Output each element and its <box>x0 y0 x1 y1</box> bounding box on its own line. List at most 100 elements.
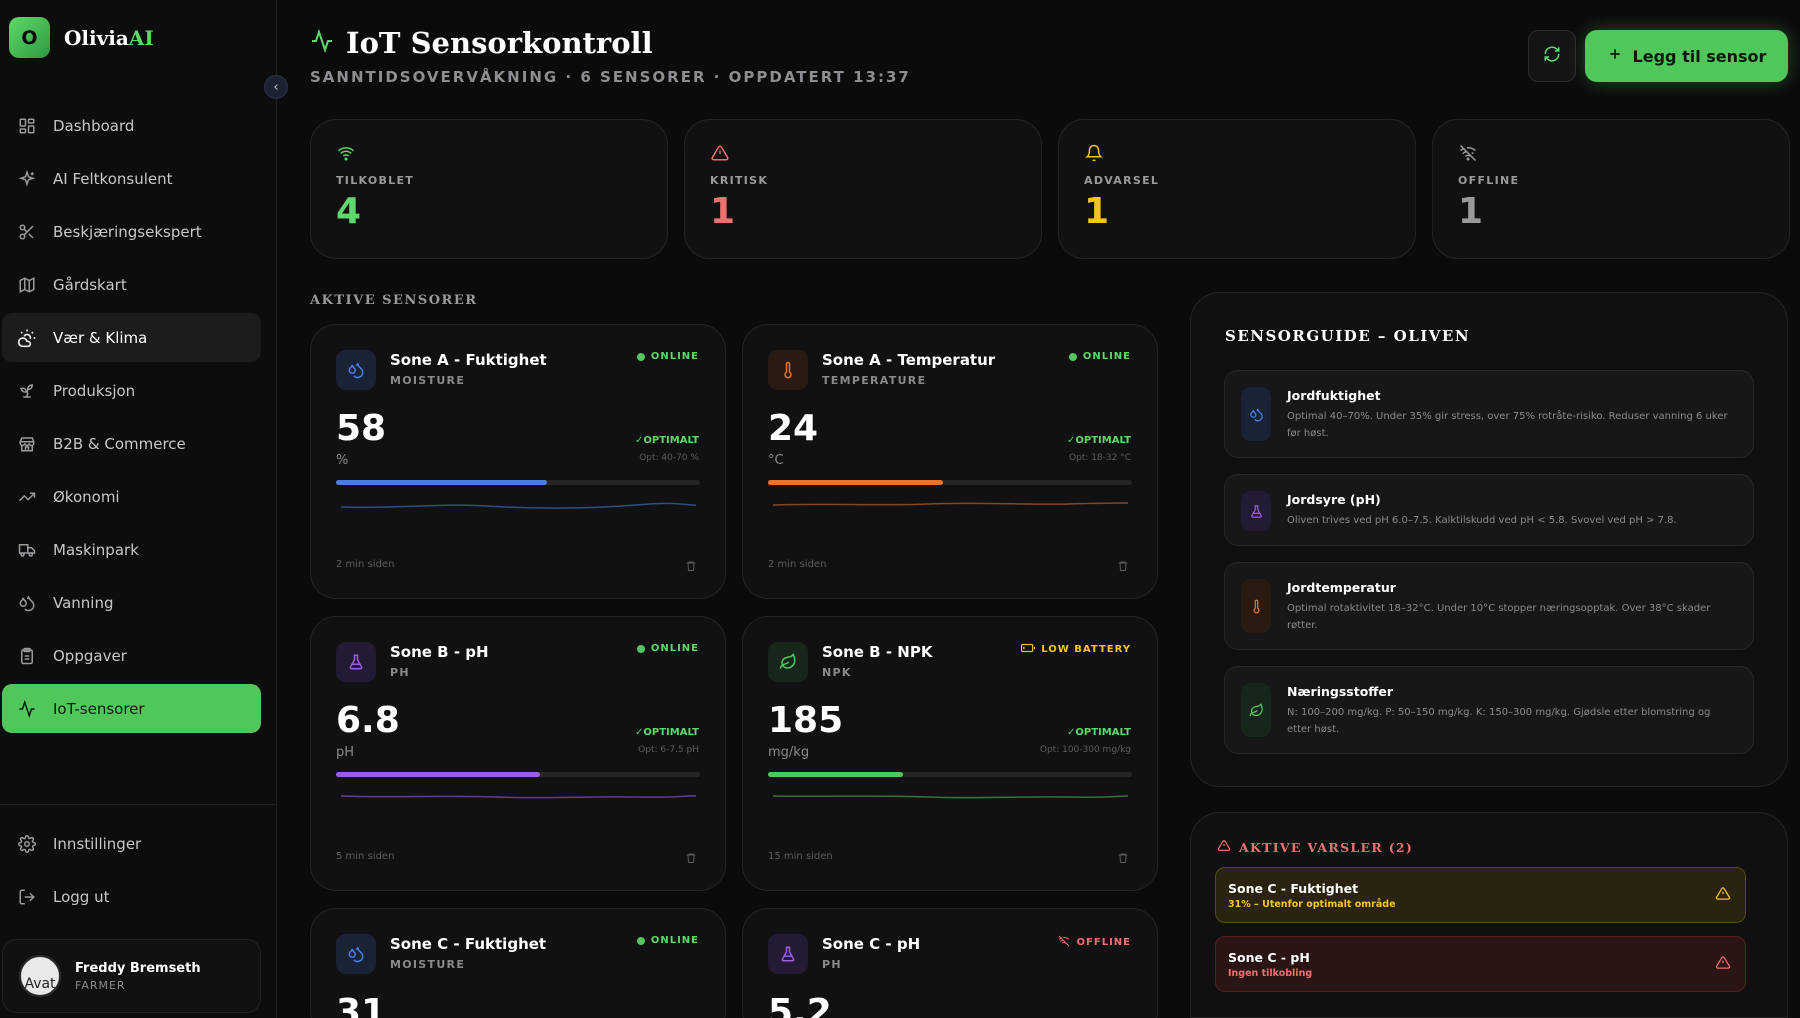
refresh-button[interactable] <box>1528 30 1576 82</box>
chevron-left-icon: ‹ <box>273 79 279 95</box>
sensor-card[interactable]: Sone C - Fuktighet MOISTURE ONLINE 31 <box>310 908 726 1018</box>
trash-icon[interactable] <box>685 849 697 868</box>
droplets-icon <box>336 934 376 974</box>
guide-item-soil-moisture: Jordfuktighet Optimal 40–70%. Under 35% … <box>1224 370 1754 458</box>
sensor-value: 6.8 <box>336 700 400 741</box>
dashboard-icon <box>16 115 38 137</box>
battery-low-icon <box>1021 643 1036 656</box>
main-content: IoT Sensorkontroll SANNTIDSOVERVÅKNING ·… <box>310 0 1790 1018</box>
status-text: OFFLINE <box>1076 937 1131 948</box>
sidebar-item-label: Vær & Klima <box>53 328 148 347</box>
alert-item-warning[interactable]: Sone C - Fuktighet 31% – Utenfor optimal… <box>1215 867 1746 923</box>
guide-item-title: Næringsstoffer <box>1287 684 1394 699</box>
sidebar-collapse-button[interactable]: ‹ <box>264 75 288 99</box>
sidebar-item-okonomi[interactable]: Økonomi <box>2 472 261 521</box>
alert-subtitle: 31% – Utenfor optimalt område <box>1228 899 1396 910</box>
status-text: ONLINE <box>650 351 699 362</box>
sidebar-item-produksjon[interactable]: Produksjon <box>2 366 261 415</box>
sidebar-item-label: Dashboard <box>53 116 135 135</box>
sidebar-item-label: Beskjæringsekspert <box>53 222 202 241</box>
sidebar-item-logg-ut[interactable]: Logg ut <box>2 872 261 921</box>
alert-item-critical[interactable]: Sone C - pH Ingen tilkobling <box>1215 936 1746 992</box>
user-profile-card[interactable]: Avat Freddy Bremseth FARMER <box>2 939 261 1013</box>
store-icon <box>16 433 38 455</box>
flask-icon <box>1241 491 1271 531</box>
clipboard-icon <box>16 645 38 667</box>
sidebar-bottom-nav: Innstillinger Logg ut <box>0 819 277 925</box>
status-badge: ONLINE <box>636 351 699 362</box>
sidebar-item-maskinpark[interactable]: Maskinpark <box>2 525 261 574</box>
logo[interactable]: O OliviaAI <box>9 17 154 58</box>
sensor-card[interactable]: Sone B - pH PH ONLINE 6.8 pH ✓OPTIMALT O… <box>310 616 726 891</box>
sparkline <box>340 795 697 799</box>
sidebar-item-vanning[interactable]: Vanning <box>2 578 261 627</box>
sidebar-item-b2b-commerce[interactable]: B2B & Commerce <box>2 419 261 468</box>
optimal-range: Opt: 40-70 % <box>639 453 699 463</box>
stat-value: 1 <box>1458 191 1484 232</box>
sidebar-item-innstillinger[interactable]: Innstillinger <box>2 819 261 868</box>
droplets-icon <box>16 592 38 614</box>
add-sensor-button[interactable]: Legg til sensor <box>1585 30 1788 82</box>
activity-icon <box>16 698 38 720</box>
sensor-card[interactable]: Sone A - Temperatur TEMPERATURE ONLINE 2… <box>742 324 1158 599</box>
sidebar-item-label: IoT-sensorer <box>53 699 145 718</box>
user-role: FARMER <box>75 978 126 992</box>
guide-item-desc: N: 100–200 mg/kg. P: 50–150 mg/kg. K: 15… <box>1287 707 1711 735</box>
sparkline <box>772 502 1129 506</box>
alert-title: Sone C - Fuktighet <box>1228 881 1359 896</box>
trash-icon[interactable] <box>685 557 697 576</box>
sparkline <box>340 502 697 509</box>
sparkline <box>772 795 1129 799</box>
sensor-type: MOISTURE <box>390 374 466 387</box>
wifi-off-icon <box>1458 144 1478 166</box>
sidebar-item-label: AI Feltkonsulent <box>53 169 173 188</box>
sensor-card[interactable]: Sone B - NPK NPK LOW BATTERY 185 mg/kg ✓… <box>742 616 1158 891</box>
flask-icon <box>768 934 808 974</box>
avatar: Avat <box>19 955 61 997</box>
sidebar-item-gardskart[interactable]: Gårdskart <box>2 260 261 309</box>
optimal-range: Opt: 100-300 mg/kg <box>1039 745 1131 755</box>
sidebar-item-vaer-klima[interactable]: Vær & Klima <box>2 313 261 362</box>
brand-text: Olivia <box>64 25 129 50</box>
sensor-card[interactable]: Sone A - Fuktighet MOISTURE ONLINE 58 % … <box>310 324 726 599</box>
trash-icon[interactable] <box>1117 849 1129 868</box>
sidebar-item-iot-sensorer[interactable]: IoT-sensorer <box>2 684 261 733</box>
status-text: ONLINE <box>650 935 699 946</box>
sensor-name: Sone C - pH <box>822 935 921 953</box>
stat-label: ADVARSEL <box>1084 174 1160 187</box>
last-updated: 15 min siden <box>768 851 833 862</box>
sidebar-item-ai-feltkonsulent[interactable]: AI Feltkonsulent <box>2 154 261 203</box>
stat-label: KRITISK <box>710 174 769 187</box>
sidebar-item-beskjaeringsekspert[interactable]: Beskjæringsekspert <box>2 207 261 256</box>
activity-icon <box>310 28 334 57</box>
stat-card-offline: OFFLINE 1 <box>1432 119 1790 259</box>
last-updated: 2 min siden <box>336 559 395 570</box>
status-text: LOW BATTERY <box>1041 644 1131 655</box>
section-label-active-sensors: AKTIVE SENSORER <box>310 293 478 308</box>
sidebar-item-label: Maskinpark <box>53 540 139 559</box>
logo-mark: O <box>9 17 50 58</box>
sensor-type: NPK <box>822 666 852 679</box>
trash-icon[interactable] <box>1117 557 1129 576</box>
wifi-icon <box>336 147 356 166</box>
truck-icon <box>16 539 38 561</box>
sidebar-item-dashboard[interactable]: Dashboard <box>2 101 261 150</box>
sensor-value: 24 <box>768 408 819 449</box>
status-badge: ONLINE <box>636 643 699 654</box>
sensor-type: PH <box>822 958 842 971</box>
sensor-name: Sone B - pH <box>390 643 489 661</box>
level-fill <box>336 480 548 485</box>
status-badge: ONLINE <box>636 935 699 946</box>
wifi-off-icon <box>1057 935 1071 950</box>
stat-card-critical: KRITISK 1 <box>684 119 1042 259</box>
status-dot <box>636 352 645 361</box>
level-bar <box>336 480 700 485</box>
sidebar-item-label: Innstillinger <box>53 834 142 853</box>
sidebar-item-label: Gårdskart <box>53 275 127 294</box>
brand-name: OliviaAI <box>64 26 154 50</box>
guide-item-desc: Oliven trives ved pH 6.0–7.5. Kalktilsku… <box>1287 515 1677 526</box>
sidebar-item-oppgaver[interactable]: Oppgaver <box>2 631 261 680</box>
stat-value: 4 <box>336 191 362 232</box>
sensor-card[interactable]: Sone C - pH PH OFFLINE 5.2 <box>742 908 1158 1018</box>
status-dot <box>636 936 645 945</box>
